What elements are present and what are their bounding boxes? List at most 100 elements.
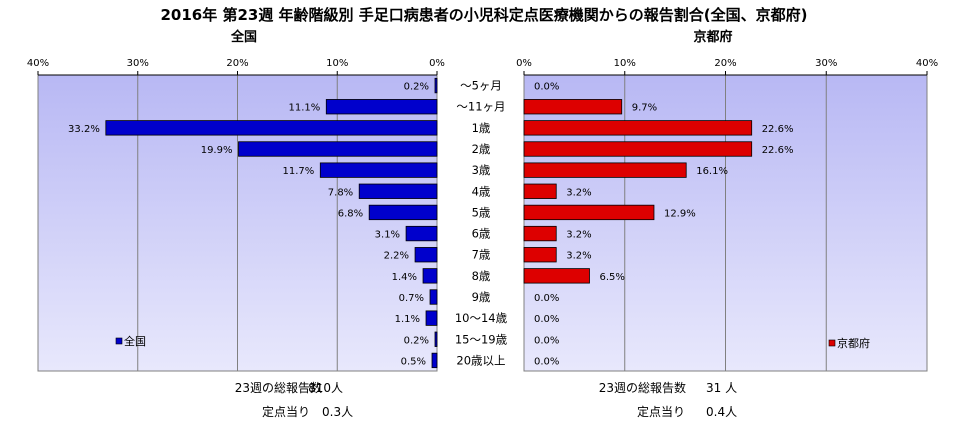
bar-national (325, 99, 438, 115)
kyoto-total-label: 23週の総報告数 (599, 380, 686, 395)
national-per-label: 定点当り (262, 404, 310, 419)
data-label-kyoto: 3.2% (566, 187, 591, 198)
legend-national: 全国 (115, 334, 146, 348)
bar-kyoto (523, 183, 557, 199)
bar-national (105, 120, 438, 136)
data-label-national: 0.2% (404, 82, 429, 93)
tick-label: 30% (815, 58, 837, 69)
data-label-national: 11.1% (288, 103, 320, 114)
tick-label: 10% (614, 58, 636, 69)
legend-swatch-national (115, 337, 123, 345)
category-label: ～5ヶ月 (460, 79, 502, 93)
category-label: 9歳 (472, 290, 491, 304)
bar-national (405, 225, 438, 242)
data-label-national: 7.8% (328, 187, 353, 198)
data-label-kyoto: 12.9% (664, 208, 696, 219)
tick-label: 20% (714, 58, 736, 69)
tick-label: 20% (226, 58, 248, 69)
data-label-national: 0.5% (401, 356, 426, 367)
panel-title-kyoto: 京都府 (693, 29, 732, 45)
data-label-national: 3.1% (375, 230, 400, 241)
ticks-national: 0% 10% 20% 30% 40% (27, 58, 445, 76)
data-label-kyoto: 0.0% (534, 314, 559, 325)
data-label-national: 11.7% (283, 166, 315, 177)
bar-national (319, 162, 438, 178)
national-per-value: 0.3人 (322, 405, 353, 419)
tick-label: 30% (127, 58, 149, 69)
tick-label: 40% (916, 58, 938, 69)
bar-national (425, 310, 438, 326)
tick-label: 40% (27, 58, 49, 69)
bar-national (422, 268, 438, 284)
data-label-national: 1.1% (395, 314, 420, 325)
bars-kyoto: 0.0% 9.7% 22.6% 22.6% 16.1% 3.2% 12.9% 3.2% 3.2%… (523, 82, 794, 367)
category-label: 3歳 (472, 163, 491, 177)
data-label-kyoto: 9.7% (632, 103, 657, 114)
kyoto-per-label: 定点当り (637, 404, 685, 419)
kyoto-per-value: 0.4人 (706, 405, 737, 419)
category-label: 15～19歳 (455, 332, 508, 346)
bar-kyoto (523, 225, 557, 242)
national-total-label: 23週の総報告数 (235, 380, 322, 395)
footer-national: 23週の総報告数 810人 定点当り 0.3人 (235, 380, 353, 419)
bar-national (414, 247, 438, 263)
data-label-kyoto: 0.0% (534, 356, 559, 367)
category-label: 20歳以上 (456, 353, 505, 367)
data-label-national: 2.2% (384, 251, 409, 262)
data-label-kyoto: 0.0% (534, 82, 559, 93)
data-label-national: 19.9% (201, 145, 233, 156)
data-label-kyoto: 0.0% (534, 293, 559, 304)
category-label: 2歳 (472, 142, 491, 156)
legend-label-national: 全国 (124, 334, 146, 348)
footer-kyoto: 23週の総報告数 31 人 定点当り 0.4人 (599, 380, 737, 419)
data-label-kyoto: 3.2% (566, 251, 591, 262)
bar-kyoto (523, 99, 623, 115)
bar-kyoto (523, 247, 557, 263)
chart-title: 2016年 第23週 年齢階級別 手足口病患者の小児科定点医療機関からの報告割合… (160, 6, 807, 24)
bar-kyoto (523, 120, 753, 136)
tick-label: 10% (326, 58, 348, 69)
data-label-kyoto: 3.2% (566, 230, 591, 241)
category-label: 8歳 (472, 269, 491, 283)
bar-national (431, 352, 438, 369)
bar-national (238, 141, 438, 157)
category-label: 4歳 (472, 184, 491, 198)
data-label-kyoto: 16.1% (696, 166, 728, 177)
legend-kyoto: 京都府 (828, 336, 870, 350)
kyoto-total-value: 31 人 (706, 381, 737, 395)
category-labels: ～5ヶ月 ～11ヶ月 1歳 2歳 3歳 4歳 5歳 6歳 7歳 8歳 9歳 10～14歳 15～19歳 2… (455, 79, 508, 368)
ticks-kyoto: 0% 10% 20% 30% 40% (516, 58, 938, 76)
data-label-kyoto: 0.0% (534, 335, 559, 346)
bar-national (434, 77, 438, 94)
category-label: 7歳 (472, 248, 491, 262)
legend-label-kyoto: 京都府 (837, 336, 870, 350)
category-label: 1歳 (472, 121, 491, 135)
tick-label: 0% (429, 58, 445, 69)
legend-swatch-kyoto (828, 339, 836, 347)
category-label: 6歳 (472, 227, 491, 241)
data-label-national: 33.2% (68, 124, 100, 135)
data-label-kyoto: 6.5% (599, 272, 624, 283)
bar-kyoto (523, 162, 687, 178)
bar-national (429, 289, 438, 305)
data-label-national: 1.4% (392, 272, 417, 283)
bar-kyoto (523, 204, 655, 221)
bar-kyoto (523, 268, 590, 284)
data-label-national: 6.8% (338, 208, 363, 219)
category-label: 10～14歳 (455, 311, 508, 325)
bar-national (358, 183, 438, 199)
bar-national (434, 331, 438, 347)
data-label-national: 0.2% (404, 335, 429, 346)
bar-kyoto (523, 141, 753, 157)
tick-label: 0% (516, 58, 532, 69)
data-label-kyoto: 22.6% (762, 145, 794, 156)
data-label-kyoto: 22.6% (762, 124, 794, 135)
panel-title-national: 全国 (230, 29, 257, 45)
data-label-national: 0.7% (399, 293, 424, 304)
category-label: 5歳 (472, 205, 491, 219)
bars-national: 0.2% 11.1% 33.2% 19.9% 11.7% 7.8% 6.8% 3.1% 2.2%… (68, 77, 438, 369)
national-total-value: 810人 (308, 381, 343, 395)
bar-national (368, 204, 438, 221)
category-label: ～11ヶ月 (456, 100, 505, 114)
